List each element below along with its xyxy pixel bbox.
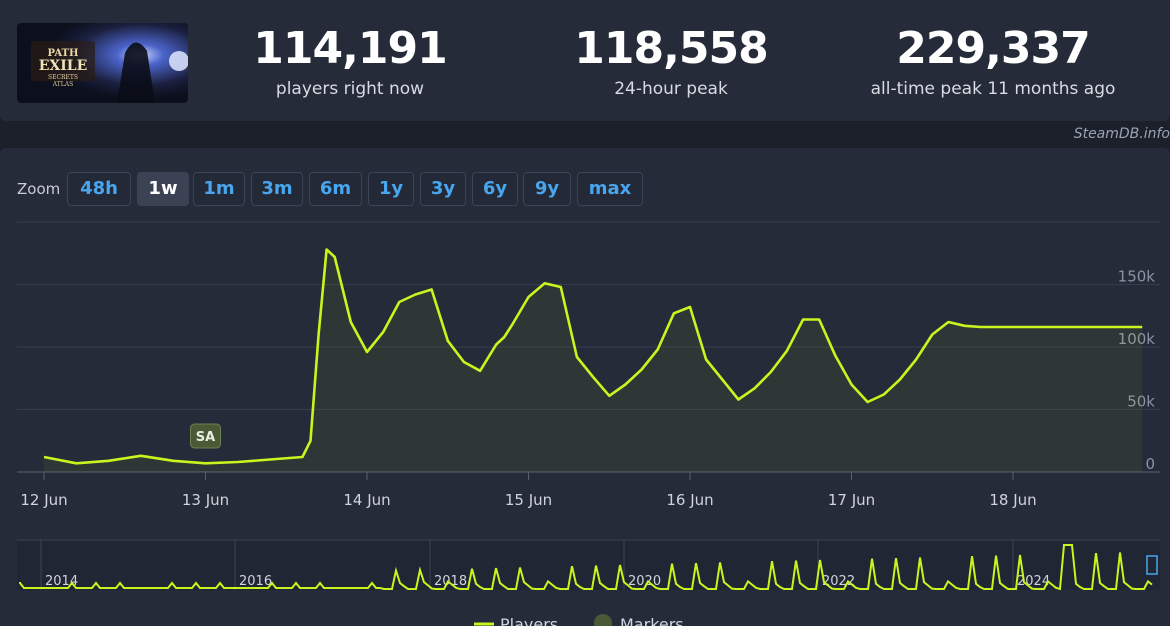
svg-text:PATH: PATH: [48, 48, 79, 59]
x-tick-label: 12 Jun: [20, 491, 67, 509]
marker-sa-badge: [190, 423, 221, 449]
navigator-handle: [1146, 555, 1158, 575]
navigator-series: [19, 544, 1153, 591]
y-tick-label: 100k: [1118, 330, 1156, 348]
y-tick-label: 0: [1145, 455, 1155, 473]
x-tick-label: 13 Jun: [182, 491, 229, 509]
all-time-peak-label[interactable]: all-time peak 11 months ago: [870, 79, 1116, 99]
navigator-year-label: 2014: [45, 574, 78, 589]
y-tick-label: 50k: [1127, 393, 1155, 411]
legend-markers-swatch: [594, 614, 612, 626]
series-area-players: [44, 249, 1143, 472]
y-tick-label: 150k: [1118, 268, 1156, 286]
marker-sa-label: SA: [196, 430, 215, 445]
peak-24h-stat: 118,558 24-hour peak: [571, 24, 771, 100]
navigator-background: [17, 540, 1160, 590]
current-players-stat: 114,191 players right now: [250, 24, 450, 100]
navigator-year-label: 2022: [822, 574, 855, 589]
peak-24h-value: 118,558: [574, 23, 768, 74]
zoom-button-48h[interactable]: 48h: [67, 172, 131, 206]
x-tick-label: 16 Jun: [666, 491, 713, 509]
peak-24h-label: 24-hour peak: [614, 79, 728, 99]
current-players-label: players right now: [275, 79, 425, 99]
legend-players-label: Players: [500, 615, 558, 626]
zoom-button-1w[interactable]: 1w: [137, 172, 189, 206]
zoom-button-1y[interactable]: 1y: [368, 172, 414, 206]
zoom-button-6y[interactable]: 6y: [472, 172, 518, 206]
navigator-year-label: 2024: [1017, 574, 1050, 589]
x-tick-label: 17 Jun: [828, 491, 875, 509]
zoom-label: Zoom: [17, 180, 61, 198]
zoom-button-3y[interactable]: 3y: [420, 172, 466, 206]
navigator-year-label: 2016: [239, 574, 272, 589]
svg-text:SECRETS: SECRETS: [48, 74, 78, 81]
current-players-value: 114,191: [253, 23, 447, 74]
all-time-peak-value: 229,337: [896, 23, 1090, 74]
zoom-button-max[interactable]: max: [577, 172, 643, 206]
zoom-button-6m[interactable]: 6m: [309, 172, 362, 206]
stats-card: PATH EXILE SECRETS ATLAS 114,191 players…: [0, 0, 1170, 121]
game-logo[interactable]: PATH EXILE SECRETS ATLAS: [17, 23, 188, 103]
game-logo-art: PATH EXILE SECRETS ATLAS: [17, 23, 188, 103]
svg-text:EXILE: EXILE: [39, 58, 88, 74]
steamdb-credit[interactable]: SteamDB.info: [1073, 126, 1170, 142]
zoom-button-9y[interactable]: 9y: [523, 172, 571, 206]
svg-text:ATLAS: ATLAS: [52, 81, 73, 88]
legend-markers-label: Markers: [620, 615, 684, 626]
zoom-button-3m[interactable]: 3m: [251, 172, 303, 206]
navigator-year-label: 2018: [434, 574, 467, 589]
series-line-players: [43, 248, 1143, 465]
x-tick-label: 15 Jun: [505, 491, 552, 509]
x-tick-label: 18 Jun: [989, 491, 1036, 509]
all-time-peak-stat: 229,337 all-time peak 11 months ago: [863, 24, 1123, 100]
x-tick-label: 14 Jun: [343, 491, 390, 509]
zoom-button-1m[interactable]: 1m: [193, 172, 245, 206]
